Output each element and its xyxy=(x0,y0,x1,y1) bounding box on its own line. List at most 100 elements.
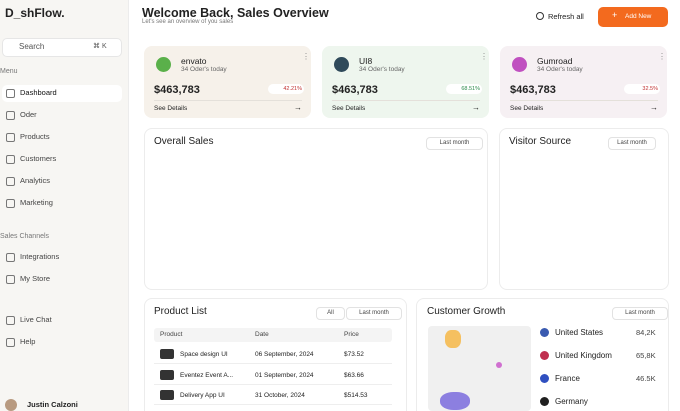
refresh-button[interactable]: Refresh all xyxy=(548,12,584,21)
visitor-title: Visitor Source xyxy=(509,136,572,147)
nav-item[interactable]: Products xyxy=(20,132,50,141)
nav-item[interactable]: Integrations xyxy=(20,252,60,261)
card-arrow: → xyxy=(472,103,480,112)
card-link[interactable]: See Details xyxy=(510,105,544,112)
period-button[interactable]: Last month xyxy=(346,307,402,320)
nav-item[interactable]: My Store xyxy=(20,274,51,283)
card-arrow: → xyxy=(650,103,658,112)
sales-panel xyxy=(144,128,488,290)
search-label: Search xyxy=(19,42,45,51)
refresh-icon xyxy=(536,12,544,20)
nav-icon xyxy=(6,155,15,164)
map-region xyxy=(445,330,461,348)
growth-title: Customer Growth xyxy=(427,306,506,317)
change-badge: 68.51% xyxy=(446,84,482,94)
card-name: UI8 xyxy=(359,56,373,66)
sidebar xyxy=(0,0,129,411)
nav-icon xyxy=(6,253,15,262)
visitor-panel xyxy=(499,128,669,290)
card-menu: ⋮ xyxy=(658,52,666,61)
product-thumb xyxy=(160,390,174,400)
sales-heading: Sales Channels xyxy=(0,233,50,240)
product-thumb xyxy=(160,369,174,380)
card-sub: 34 Oder's today xyxy=(537,66,583,73)
country-value: 46.5K xyxy=(636,374,656,383)
table-cell: $63.66 xyxy=(344,371,364,379)
card-link[interactable]: See Details xyxy=(332,105,366,112)
flag xyxy=(540,374,549,383)
column-header: Price xyxy=(344,331,359,338)
card-sub: 34 Oder's today xyxy=(181,66,227,73)
menu-heading: Menu xyxy=(0,68,18,75)
card-sub: 34 Oder's today xyxy=(359,66,405,73)
product-thumb xyxy=(160,349,174,359)
nav-item[interactable]: Help xyxy=(20,337,36,346)
card-value: $463,783 xyxy=(332,84,378,96)
row-divider xyxy=(154,363,392,364)
map-region xyxy=(440,392,470,410)
card-menu: ⋮ xyxy=(302,52,310,61)
nav-item[interactable]: Marketing xyxy=(20,198,53,207)
table-cell: 31 October, 2024 xyxy=(255,392,305,399)
table-header-bg xyxy=(154,328,392,342)
avatar xyxy=(5,399,17,411)
nav-item[interactable]: Live Chat xyxy=(20,315,52,324)
change-badge: 42.21% xyxy=(268,84,304,94)
column-header: Product xyxy=(160,331,183,338)
row-divider xyxy=(154,383,392,385)
nav-item[interactable]: Dashboard xyxy=(20,88,57,97)
period-button[interactable]: Last month xyxy=(612,307,668,320)
nav-item[interactable]: Customers xyxy=(20,154,57,163)
country-value: 84,2K xyxy=(636,328,656,337)
country-name: France xyxy=(555,374,580,383)
card-value: $463,783 xyxy=(154,84,200,96)
map-region xyxy=(496,362,502,368)
nav-icon xyxy=(6,316,15,325)
flag xyxy=(540,328,549,337)
add-label: Add New xyxy=(625,13,652,20)
nav-icon xyxy=(6,275,15,284)
table-cell: $73.52 xyxy=(344,351,364,358)
page-subtitle: Let's see an overview of you sales xyxy=(142,19,234,25)
table-cell: 06 September, 2024 xyxy=(255,351,314,358)
stat-card xyxy=(144,46,311,118)
table-cell: $514.53 xyxy=(344,392,368,399)
nav-icon xyxy=(6,111,15,120)
country-name: United States xyxy=(555,328,604,337)
period-button[interactable]: Last month xyxy=(426,137,483,150)
card-icon xyxy=(156,57,171,72)
card-icon xyxy=(512,57,527,72)
add-button[interactable] xyxy=(598,7,668,27)
nav-icon xyxy=(6,133,15,142)
country-name: United Kingdom xyxy=(555,351,612,360)
nav-icon xyxy=(6,89,15,98)
product-title: Product List xyxy=(154,306,207,317)
nav-item[interactable]: Oder xyxy=(20,110,37,119)
card-name: envato xyxy=(181,56,207,66)
card-divider xyxy=(332,100,480,101)
change-badge: 32.5% xyxy=(624,84,660,94)
card-divider xyxy=(154,100,302,101)
card-link[interactable]: See Details xyxy=(154,105,188,112)
period-button[interactable]: Last month xyxy=(608,137,656,150)
sales-title: Overall Sales xyxy=(154,136,214,147)
card-icon xyxy=(334,57,349,72)
card-value: $463,783 xyxy=(510,84,556,96)
filter-button[interactable]: All xyxy=(316,307,345,320)
card-menu: ⋮ xyxy=(480,52,488,61)
nav-icon xyxy=(6,199,15,208)
add-plus: + xyxy=(612,10,618,20)
flag xyxy=(540,397,549,406)
page-title: Welcome Back, Sales Overview xyxy=(142,6,329,20)
nav-item[interactable]: Analytics xyxy=(20,176,51,185)
logo: D_shFlow. xyxy=(5,6,65,20)
stat-card xyxy=(500,46,667,118)
user-name: Justin Calzoni xyxy=(27,400,78,409)
nav-icon xyxy=(6,177,15,186)
table-cell: 01 September, 2024 xyxy=(255,371,314,379)
country-value: 65,8K xyxy=(636,351,656,360)
search-box[interactable] xyxy=(2,38,122,57)
shortcut: ⌘ K xyxy=(93,43,107,50)
card-name: Gumroad xyxy=(537,56,573,66)
